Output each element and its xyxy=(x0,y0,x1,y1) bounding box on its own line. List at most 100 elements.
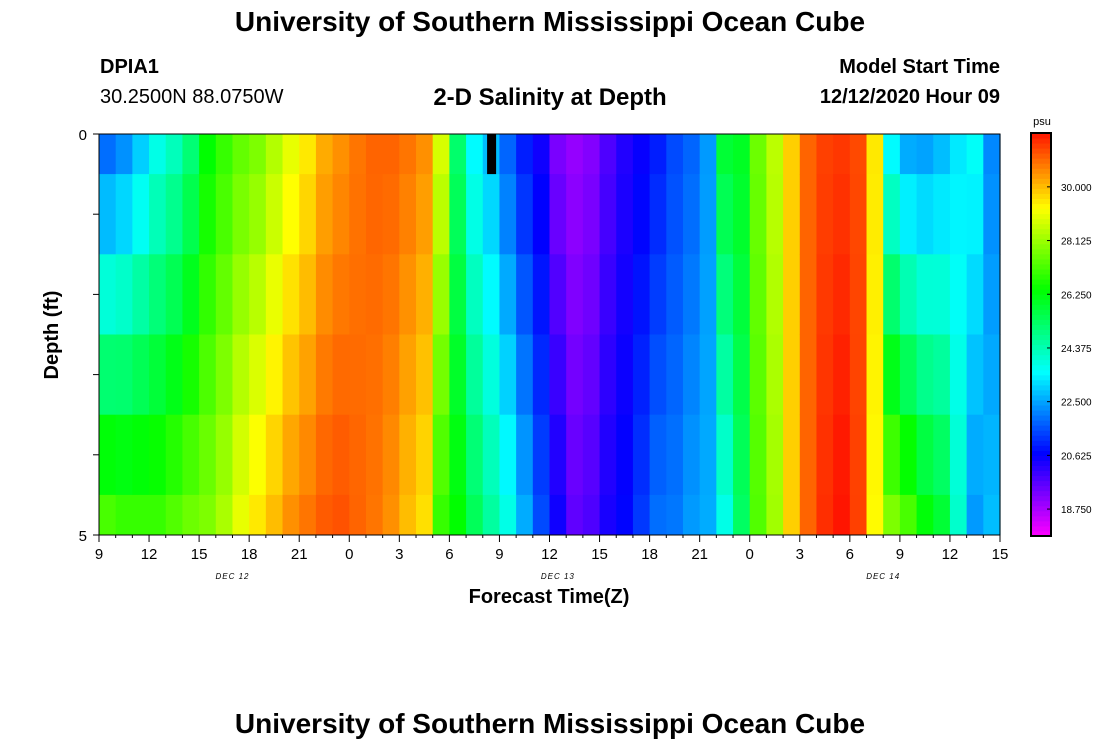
heatmap-cell xyxy=(816,494,834,536)
heatmap-cell xyxy=(616,494,634,536)
heatmap-cell xyxy=(599,254,617,335)
colorbar-swatch xyxy=(1031,445,1051,451)
colorbar-swatch xyxy=(1031,213,1051,220)
colorbar-swatch xyxy=(1031,168,1051,174)
heatmap-cell xyxy=(616,334,634,416)
heatmap-cell xyxy=(983,174,1001,255)
x-tick-label: 15 xyxy=(992,546,1009,563)
heatmap-cell xyxy=(783,334,801,416)
y-axis: 05 xyxy=(79,127,99,545)
colorbar-swatch xyxy=(1031,369,1051,376)
heatmap-cell xyxy=(182,414,200,496)
heatmap-cell xyxy=(315,134,334,175)
heatmap-cell xyxy=(115,414,133,496)
x-tick-label: 12 xyxy=(942,546,959,563)
colorbar-swatch xyxy=(1031,520,1051,527)
heatmap-cell xyxy=(966,414,984,496)
heatmap-cell xyxy=(149,334,167,416)
heatmap-cell xyxy=(399,134,417,175)
heatmap-cell xyxy=(349,174,367,255)
heatmap-cell xyxy=(149,174,167,255)
heatmap-cell xyxy=(699,254,717,335)
heatmap-cell xyxy=(315,494,334,536)
colorbar: 30.000 28.125 26.250 24.375 22.500 20.625 18.7… xyxy=(1030,132,1092,537)
heatmap-cell xyxy=(799,334,818,416)
heatmap-cell xyxy=(282,414,300,496)
heatmap-cell xyxy=(132,494,150,536)
colorbar-swatch xyxy=(1031,339,1051,346)
heatmap-cell xyxy=(733,254,751,335)
heatmap-cell xyxy=(949,334,968,416)
heatmap-cell xyxy=(399,334,417,416)
heatmap-cell xyxy=(132,334,150,416)
colorbar-swatch xyxy=(1031,329,1051,335)
heatmap-cell xyxy=(132,174,150,255)
heatmap-cell xyxy=(499,414,517,496)
heatmap-cell xyxy=(666,254,684,335)
heatmap-cell xyxy=(566,414,584,496)
heatmap-cell xyxy=(115,254,133,335)
heatmap-cell xyxy=(816,414,834,496)
heatmap-cell xyxy=(332,414,350,496)
heatmap-cell xyxy=(749,494,768,536)
heatmap-cell xyxy=(365,254,384,335)
colorbar-swatch xyxy=(1031,525,1051,532)
colorbar-swatch xyxy=(1031,203,1051,210)
heatmap-cell xyxy=(432,174,450,255)
colorbar-swatch xyxy=(1031,364,1051,371)
colorbar-swatch xyxy=(1031,218,1051,225)
heatmap-cell xyxy=(532,414,551,496)
heatmap-cell xyxy=(799,174,818,255)
heatmap-cell xyxy=(949,414,968,496)
colorbar-swatch xyxy=(1031,233,1051,240)
heatmap-cell xyxy=(549,334,567,416)
heatmap-cell xyxy=(482,414,501,496)
heatmap-cell xyxy=(699,334,717,416)
heatmap-cell xyxy=(466,174,484,255)
heatmap-cell xyxy=(165,334,184,416)
colorbar-swatch xyxy=(1031,515,1051,522)
colorbar-swatch xyxy=(1031,314,1051,320)
heatmap-cell xyxy=(599,134,617,175)
colorbar-swatch xyxy=(1031,485,1051,492)
heatmap-cell xyxy=(966,494,984,536)
heatmap-cell xyxy=(399,174,417,255)
heatmap-cell xyxy=(916,134,934,175)
heatmap-cell xyxy=(182,174,200,255)
heatmap-cell xyxy=(282,174,300,255)
colorbar-swatch xyxy=(1031,455,1051,461)
station-coords: 30.2500N 88.0750W xyxy=(100,86,284,108)
heatmap-cell xyxy=(199,414,217,496)
heatmap-cell xyxy=(716,134,734,175)
heatmap-cell xyxy=(766,334,784,416)
colorbar-swatch xyxy=(1031,223,1051,230)
heatmap-cell xyxy=(616,254,634,335)
heatmap-cell xyxy=(199,334,217,416)
colorbar-swatch xyxy=(1031,379,1051,386)
heatmap-cell xyxy=(265,414,284,496)
colorbar-swatch xyxy=(1031,153,1051,159)
heatmap-cell xyxy=(866,134,884,175)
model-start-time: 12/12/2020 Hour 09 xyxy=(819,86,1000,108)
heatmap-cell xyxy=(315,414,334,496)
colorbar-swatch xyxy=(1031,228,1051,235)
heatmap-cell xyxy=(866,494,884,536)
colorbar-swatch xyxy=(1031,420,1051,426)
heatmap-cell xyxy=(783,134,801,175)
colorbar-swatch xyxy=(1031,183,1051,189)
heatmap-cell xyxy=(149,254,167,335)
heatmap-cell xyxy=(883,254,901,335)
heatmap-cell xyxy=(833,334,851,416)
heatmap-cell xyxy=(215,134,234,175)
heatmap-cell xyxy=(632,254,651,335)
heatmap-cell xyxy=(165,134,184,175)
heatmap-cell xyxy=(132,414,150,496)
heatmap-cell xyxy=(449,254,467,335)
colorbar-swatch xyxy=(1031,490,1051,497)
heatmap-cell xyxy=(749,134,768,175)
heatmap-cell xyxy=(149,134,167,175)
heatmap-cell xyxy=(716,414,734,496)
colorbar-tick-label: 28.125 xyxy=(1061,237,1092,248)
colorbar-swatch xyxy=(1031,440,1051,446)
